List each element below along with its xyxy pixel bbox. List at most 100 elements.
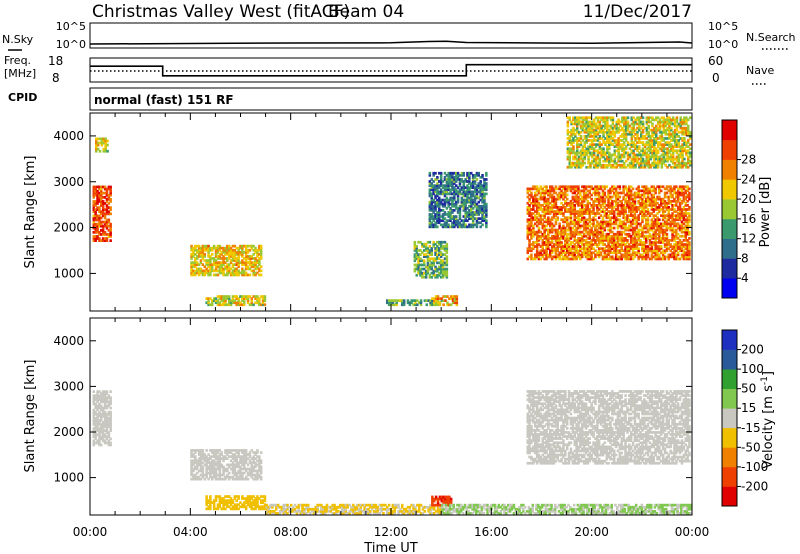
power-ytick-label-0: 1000 <box>53 266 84 280</box>
velocity-colorbar-swatch-8 <box>722 330 737 350</box>
time-label-0: 00:00 <box>73 525 108 539</box>
nave-label: Nave <box>746 64 774 77</box>
frequency-panel: Freq. [MHz] 18 8 60 0 Nave <box>4 54 774 85</box>
velocity-colorbar-label-5: 50 <box>741 382 756 396</box>
power-colorbar-label-3: 16 <box>741 212 756 226</box>
velocity-colorbar: -200 -100 -50 -15 15 50 100 200 <box>721 329 768 507</box>
cpid-mode: normal (fast) 151 RF <box>94 93 234 107</box>
velocity-colorbar-swatch-1 <box>722 466 737 487</box>
time-label-3: 12:00 <box>374 525 409 539</box>
time-label-2: 08:00 <box>273 525 308 539</box>
velocity-y-ticks: 1000 2000 3000 4000 <box>53 334 692 485</box>
date-label: 11/Dec/2017 <box>583 2 692 22</box>
beam-label: Beam 04 <box>328 2 404 22</box>
time-label-1: 04:00 <box>173 525 208 539</box>
power-colorbar-swatch-2 <box>722 238 737 259</box>
freq-tick-left-top: 18 <box>48 54 63 68</box>
power-colorbar: 4 8 12 16 20 24 28 <box>721 119 756 299</box>
velocity-colorbar-swatch-2 <box>722 447 737 468</box>
power-colorbar-label-4: 20 <box>741 192 756 206</box>
noise-panel: N.Sky 10^5 10^0 10^5 10^0 N.Search <box>2 20 796 51</box>
power-region-4 <box>386 299 443 307</box>
velocity-echoes <box>92 390 692 515</box>
power-colorbar-swatch-0 <box>722 278 737 299</box>
power-colorbar-label: Power [dB] <box>758 177 773 248</box>
power-region-9 <box>566 116 692 169</box>
power-region-1 <box>95 137 109 153</box>
velocity-colorbar-label-4: 15 <box>741 401 756 415</box>
radar-title: Christmas Valley West (fitACF) <box>92 2 350 22</box>
power-colorbar-label-0: 4 <box>741 271 749 285</box>
freq-label-line2: [MHz] <box>4 67 36 80</box>
velocity-colorbar-swatch-6 <box>722 369 737 389</box>
power-colorbar-label-6: 28 <box>741 153 756 167</box>
freq-tick-left-bottom: 8 <box>52 71 60 85</box>
velocity-region-4 <box>431 495 453 507</box>
frequency-panel-frame <box>89 57 693 83</box>
power-colorbar-swatch-3 <box>722 218 737 239</box>
time-label-5: 20:00 <box>574 525 609 539</box>
velocity-colorbar-label-2: -50 <box>741 440 761 454</box>
power-ylabel: Slant Range [km] <box>23 156 38 269</box>
noise-panel-frame <box>89 22 693 49</box>
velocity-colorbar-swatch-3 <box>722 427 737 448</box>
power-region-7 <box>428 171 488 229</box>
power-region-0 <box>92 185 112 242</box>
time-label-4: 16:00 <box>474 525 509 539</box>
velocity-ylabel: Slant Range [km] <box>23 360 38 473</box>
nsky-label: N.Sky <box>2 33 34 46</box>
x-axis-title: Time UT <box>363 541 417 554</box>
velocity-ytick-label-0: 1000 <box>53 471 84 485</box>
power-colorbar-label-2: 12 <box>741 232 756 246</box>
velocity-colorbar-label-6: 100 <box>741 362 764 376</box>
power-region-5 <box>431 295 459 307</box>
power-colorbar-swatch-4 <box>722 199 737 220</box>
velocity-unit-b: -1 <box>760 376 770 385</box>
freq-label-line1: Freq. <box>4 54 31 67</box>
velocity-colorbar-label-0: -200 <box>741 479 768 493</box>
frequency-trace <box>90 63 692 77</box>
power-colorbar-label-5: 24 <box>741 172 756 186</box>
power-region-8 <box>526 185 691 261</box>
velocity-unit-c: ] <box>761 371 776 376</box>
nsearch-label: N.Search <box>746 31 796 44</box>
freq-tick-right-top: 60 <box>708 54 723 68</box>
power-colorbar-frame <box>721 119 738 299</box>
power-colorbar-swatch-6 <box>722 159 737 180</box>
power-ytick-label-3: 4000 <box>53 129 84 143</box>
power-colorbar-swatch-5 <box>722 179 737 200</box>
power-ytick-label-1: 2000 <box>53 221 84 235</box>
velocity-colorbar-label: Velocity [m s-1] <box>760 371 776 469</box>
velocity-region-2 <box>205 495 267 511</box>
cpid-panel-frame <box>89 87 693 111</box>
velocity-ytick-label-1: 2000 <box>53 425 84 439</box>
power-colorbar-swatch-1 <box>722 258 737 279</box>
power-colorbar-swatch-7 <box>722 139 737 160</box>
velocity-panel: 1000 2000 3000 4000 Slant Range [km] -200 -1… <box>23 317 776 516</box>
noise-tick-right-top: 10^5 <box>708 20 738 33</box>
time-label-6: 00:00 <box>675 525 710 539</box>
velocity-colorbar-swatch-0 <box>722 486 737 507</box>
power-colorbar-swatch-8 <box>722 120 737 141</box>
velocity-region-1 <box>190 449 263 481</box>
velocity-region-6 <box>526 390 691 465</box>
noise-tick-left-top: 10^5 <box>56 20 86 33</box>
velocity-colorbar-swatch-7 <box>722 349 737 370</box>
velocity-x-ticks <box>89 318 693 515</box>
velocity-unit-a: Velocity [m s <box>761 385 776 469</box>
velocity-colorbar-label-3: -15 <box>741 421 761 435</box>
velocity-colorbar-swatch-5 <box>722 388 737 409</box>
velocity-colorbar-swatch-4 <box>722 408 737 429</box>
time-axis-labels: 00:00 04:00 08:00 12:00 16:00 20:00 00:00 <box>73 525 710 539</box>
velocity-region-0 <box>92 390 112 447</box>
power-region-3 <box>205 295 267 307</box>
velocity-ytick-label-2: 3000 <box>53 379 84 393</box>
noise-trace <box>89 40 693 45</box>
velocity-ytick-label-3: 4000 <box>53 334 84 348</box>
velocity-colorbar-frame <box>721 329 738 507</box>
power-x-ticks <box>89 113 693 311</box>
velocity-region-5 <box>441 503 692 515</box>
cpid-label: CPID <box>8 91 37 104</box>
freq-tick-right-bottom: 0 <box>712 71 720 85</box>
